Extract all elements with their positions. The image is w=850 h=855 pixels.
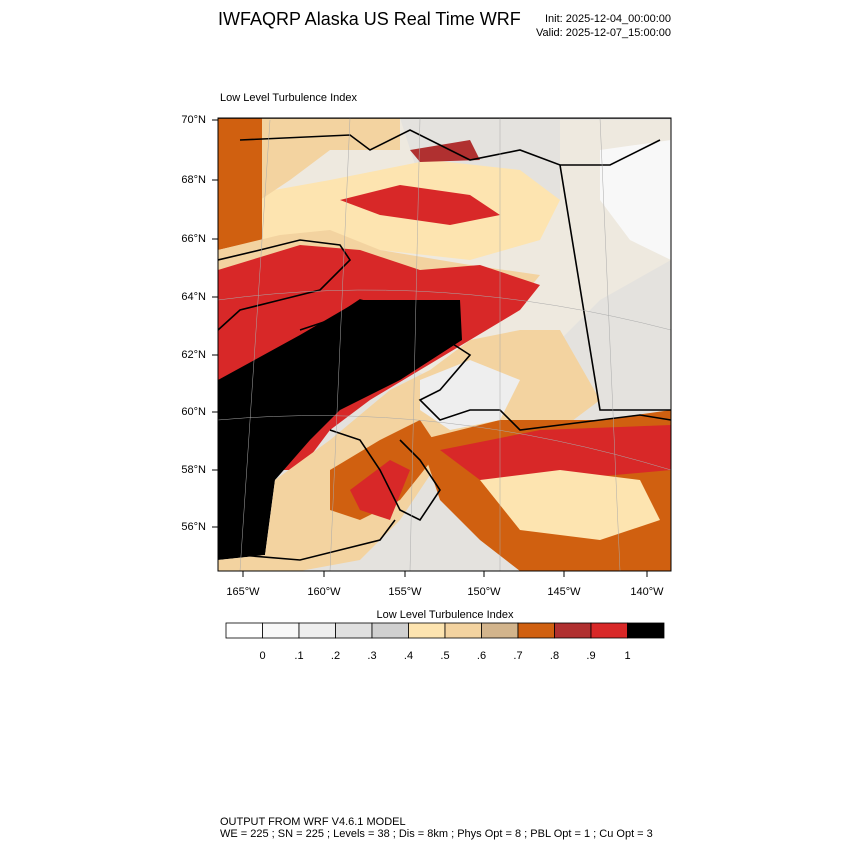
footer-line: OUTPUT FROM WRF V4.6.1 MODEL	[220, 816, 406, 828]
lon-label: 155°W	[388, 586, 422, 598]
colorbar-swatch	[590, 622, 628, 639]
colorbar-label: .6	[477, 650, 486, 662]
lon-label: 150°W	[467, 586, 501, 598]
lon-label: 145°W	[547, 586, 581, 598]
colorbar-swatch	[371, 622, 409, 639]
colorbar-label: .1	[294, 650, 303, 662]
colorbar-swatch	[444, 622, 482, 639]
valid-time: Valid: 2025-12-07_15:00:00	[536, 27, 671, 39]
lat-label: 66°N	[181, 233, 206, 245]
colorbar-label: .8	[550, 650, 559, 662]
lat-label: 70°N	[181, 114, 206, 126]
colorbar-label: .2	[331, 650, 340, 662]
lat-label: 62°N	[181, 349, 206, 361]
colorbar-swatch	[225, 622, 263, 639]
colorbar-label: .5	[440, 650, 449, 662]
lat-label: 64°N	[181, 291, 206, 303]
colorbar-label: .9	[586, 650, 595, 662]
lon-label: 165°W	[226, 586, 260, 598]
colorbar-swatch	[481, 622, 519, 639]
colorbar-label: .3	[367, 650, 376, 662]
lat-label: 56°N	[181, 521, 206, 533]
colorbar-swatch	[554, 622, 592, 639]
colorbar-swatch	[408, 622, 446, 639]
lat-label: 68°N	[181, 174, 206, 186]
footer-line: WE = 225 ; SN = 225 ; Levels = 38 ; Dis …	[220, 828, 653, 840]
colorbar-title: Low Level Turbulence Index	[377, 609, 514, 621]
lat-label: 58°N	[181, 464, 206, 476]
map-frame	[217, 117, 672, 572]
colorbar-label: .4	[404, 650, 413, 662]
colorbar-label: .7	[513, 650, 522, 662]
lon-label: 140°W	[630, 586, 664, 598]
lat-label: 60°N	[181, 406, 206, 418]
colorbar-label: 1	[624, 650, 630, 662]
colorbar-swatch	[335, 622, 373, 639]
colorbar-swatch	[627, 622, 665, 639]
map-label: Low Level Turbulence Index	[220, 92, 357, 104]
colorbar-swatch	[298, 622, 336, 639]
colorbar-swatch	[517, 622, 555, 639]
colorbar-label: 0	[259, 650, 265, 662]
lon-label: 160°W	[307, 586, 341, 598]
colorbar-swatch	[262, 622, 300, 639]
init-time: Init: 2025-12-04_00:00:00	[545, 13, 671, 25]
map-field	[218, 118, 671, 571]
title: IWFAQRP Alaska US Real Time WRF	[218, 9, 521, 29]
